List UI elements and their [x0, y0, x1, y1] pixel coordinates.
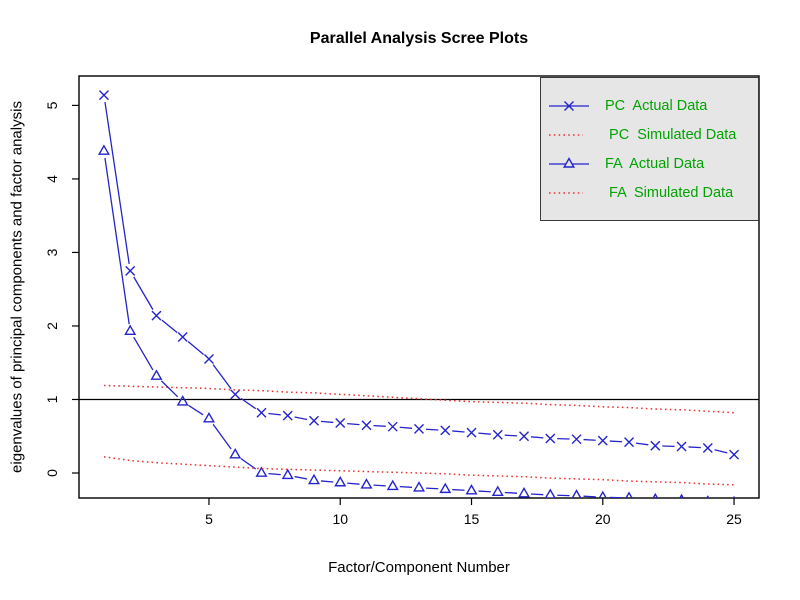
x-axis-tick-label: 15 — [464, 511, 480, 527]
series-group — [97, 90, 740, 498]
x-axis-tick-label: 5 — [205, 511, 213, 527]
x-axis-label: Factor/Component Number — [328, 559, 510, 576]
y-axis-tick-label: 1 — [44, 395, 60, 403]
legend-item: FA Simulated Data — [541, 178, 758, 207]
chart-title: Parallel Analysis Scree Plots — [309, 30, 529, 47]
y-axis-tick-label: 3 — [44, 248, 60, 256]
x-axis-tick-label: 10 — [332, 511, 348, 527]
plot-box — [78, 75, 760, 499]
y-axis-tick-label: 5 — [44, 101, 60, 109]
dotted-line-sample-icon — [549, 191, 583, 194]
legend-item-label: PC Actual Data — [605, 97, 708, 114]
legend-item-label: FA Simulated Data — [605, 184, 734, 201]
legend-item: FA Actual Data — [541, 149, 758, 178]
x-axis-tick-label: 25 — [726, 511, 742, 527]
y-axis-tick-label: 2 — [44, 322, 60, 330]
line-triangle-marker-sample-icon — [549, 156, 589, 168]
legend-item-label: PC Simulated Data — [605, 126, 737, 143]
dotted-line-sample-icon — [549, 133, 583, 136]
y-axis-tick-label: 0 — [44, 469, 60, 477]
legend-item-label: FA Actual Data — [605, 155, 705, 172]
pc-actual-data-series — [98, 90, 740, 460]
line-x-marker-sample-icon — [549, 100, 589, 111]
x-axis-tick-label: 20 — [595, 511, 611, 527]
legend-item: PC Actual Data — [541, 91, 758, 120]
legend-item: PC Simulated Data — [541, 120, 758, 149]
y-axis-tick-label: 4 — [44, 175, 60, 183]
fa-simulated-data-series — [103, 456, 735, 486]
legend-box: PC Actual Data PC Simulated Data FA Actua… — [540, 77, 759, 221]
fa-actual-data-series — [97, 144, 736, 498]
